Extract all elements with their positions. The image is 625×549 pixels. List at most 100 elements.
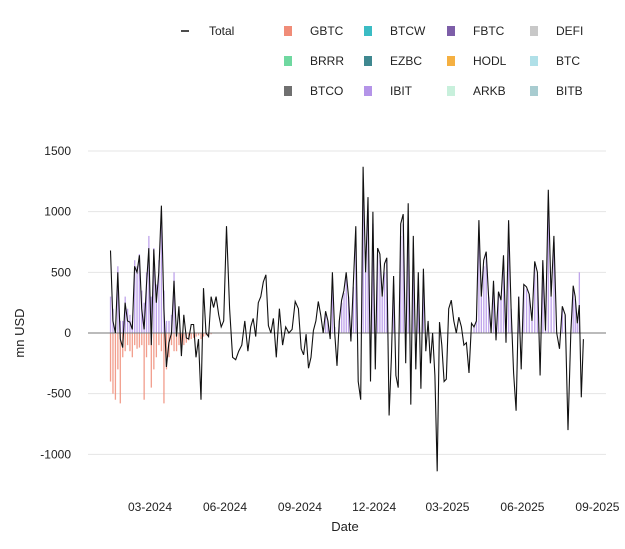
bar-gbtc: [193, 333, 195, 338]
bar-ibit: [124, 296, 126, 333]
bar-gbtc: [195, 333, 197, 337]
legend-label-defi: DEFI: [556, 24, 583, 38]
bar-gbtc: [200, 333, 202, 340]
bar-ibit: [381, 296, 383, 333]
legend-label-total: Total: [209, 24, 234, 38]
series-line-total: [109, 166, 584, 472]
bar-ibit: [500, 300, 502, 333]
bar-gbtc: [145, 333, 148, 358]
bar-gbtc: [134, 333, 136, 346]
x-tick-label: 12-2024: [352, 500, 396, 514]
bar-gbtc: [180, 333, 183, 348]
bar-ibit: [364, 272, 367, 333]
legend-swatch-btcw-icon: [364, 26, 372, 36]
bar-ibit: [150, 296, 152, 333]
bar-ibit: [547, 199, 550, 333]
bar-ibit: [574, 299, 576, 333]
legend-label-btcw: BTCW: [390, 24, 426, 38]
legend-swatch-brrr-icon: [284, 56, 292, 66]
legend-swatch-bitb-icon: [530, 86, 538, 96]
bar-ibit: [544, 330, 547, 333]
bar-ibit: [372, 223, 374, 333]
bar-ibit: [550, 296, 552, 333]
legend-swatch-btc-icon: [530, 56, 538, 66]
bar-ibit: [483, 266, 485, 333]
bar-ibit: [473, 326, 475, 333]
bar-gbtc: [202, 333, 205, 337]
x-tick-label: 06-2025: [500, 500, 544, 514]
y-tick-label: 0: [64, 326, 71, 340]
bar-ibit: [145, 272, 148, 333]
legend-label-ibit: IBIT: [390, 84, 413, 98]
bar-ibit: [478, 229, 480, 333]
bar-gbtc: [175, 333, 178, 352]
bar-ibit: [347, 296, 350, 333]
bar-ibit: [488, 296, 490, 333]
bar-gbtc: [119, 333, 121, 404]
bar-ibit: [507, 223, 510, 333]
bar-ibit: [173, 272, 175, 333]
bar-ibit: [352, 286, 355, 333]
bar-ibit: [122, 320, 124, 333]
legend-label-brrr: BRRR: [310, 54, 344, 68]
bar-ibit: [148, 235, 150, 333]
bar-gbtc: [112, 333, 114, 394]
bar-gbtc: [155, 333, 158, 358]
x-tick-label: 03-2024: [128, 500, 172, 514]
bar-gbtc: [129, 333, 131, 352]
bar-ibit: [531, 320, 533, 333]
y-tick-label: 1000: [44, 205, 71, 219]
bar-ibit: [362, 199, 364, 333]
legend-label-btc: BTC: [556, 54, 580, 68]
bar-ibit: [155, 284, 158, 333]
bar-ibit: [402, 223, 404, 333]
legend-swatch-arkb-icon: [447, 86, 455, 96]
bar-ibit: [497, 292, 500, 333]
legend-label-fbtc: FBTC: [473, 24, 505, 38]
legend-label-hodl: HODL: [473, 54, 507, 68]
legend-label-arkb: ARKB: [473, 84, 506, 98]
bar-ibit: [576, 323, 578, 333]
bar-gbtc: [158, 333, 160, 346]
legend-swatch-ibit-icon: [364, 86, 372, 96]
bar-gbtc: [150, 333, 152, 388]
x-tick-label: 03-2025: [425, 500, 469, 514]
bar-ibit: [138, 254, 141, 333]
bar-gbtc: [178, 333, 180, 346]
bar-ibit: [534, 266, 536, 333]
legend-swatch-defi-icon: [530, 26, 538, 36]
bar-ibit: [136, 266, 138, 333]
x-axis-ticks: 03-2024 06-2024 09-2024 12-2024 03-2025 06-20…: [128, 500, 620, 514]
bar-gbtc: [163, 333, 165, 404]
grid: [88, 150, 606, 455]
bar-ibit: [386, 260, 388, 333]
bar-gbtc: [210, 333, 212, 335]
bar-gbtc: [141, 333, 143, 346]
bar-ibit: [528, 294, 530, 333]
y-axis-title: mn USD: [12, 308, 27, 357]
x-tick-label: 09-2025: [575, 500, 619, 514]
x-tick-label: 09-2024: [278, 500, 322, 514]
bar-gbtc: [190, 333, 192, 340]
legend-swatch-fbtc-icon: [447, 26, 455, 36]
bar-ibit: [168, 320, 170, 333]
bar-gbtc: [148, 333, 150, 346]
bar-ibit: [400, 235, 402, 333]
bar-gbtc: [197, 333, 200, 336]
bar-ibit: [525, 289, 528, 333]
bar-gbtc: [126, 333, 129, 346]
bar-gbtc: [124, 333, 126, 352]
bar-ibit: [331, 278, 334, 333]
bar-ibit: [536, 274, 539, 333]
bar-ibit: [324, 314, 327, 333]
bar-ibit: [343, 292, 345, 333]
bar-ibit: [412, 248, 414, 333]
bar-ibit: [393, 284, 395, 333]
bar-ibit: [561, 308, 564, 333]
bar-ibit: [407, 217, 409, 333]
bar-gbtc: [136, 333, 138, 349]
y-tick-label: -500: [47, 387, 71, 401]
legend-swatch-ezbc-icon: [364, 56, 372, 66]
bar-ibit: [376, 254, 379, 333]
